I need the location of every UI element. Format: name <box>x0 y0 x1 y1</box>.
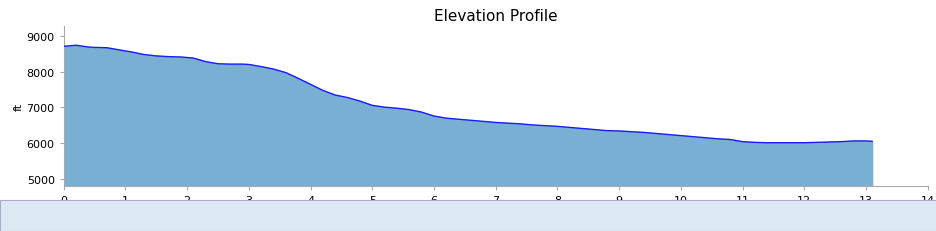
Text: Powered by RunningAHEAD.com: Powered by RunningAHEAD.com <box>746 210 927 220</box>
X-axis label: mile: mile <box>483 208 507 218</box>
Text: Elevation: +305.3 ft / -2976.3 ft / net: -2671 ft: Elevation: +305.3 ft / -2976.3 ft / net:… <box>9 210 266 220</box>
Title: Elevation Profile: Elevation Profile <box>433 9 557 24</box>
Y-axis label: ft: ft <box>14 102 23 110</box>
